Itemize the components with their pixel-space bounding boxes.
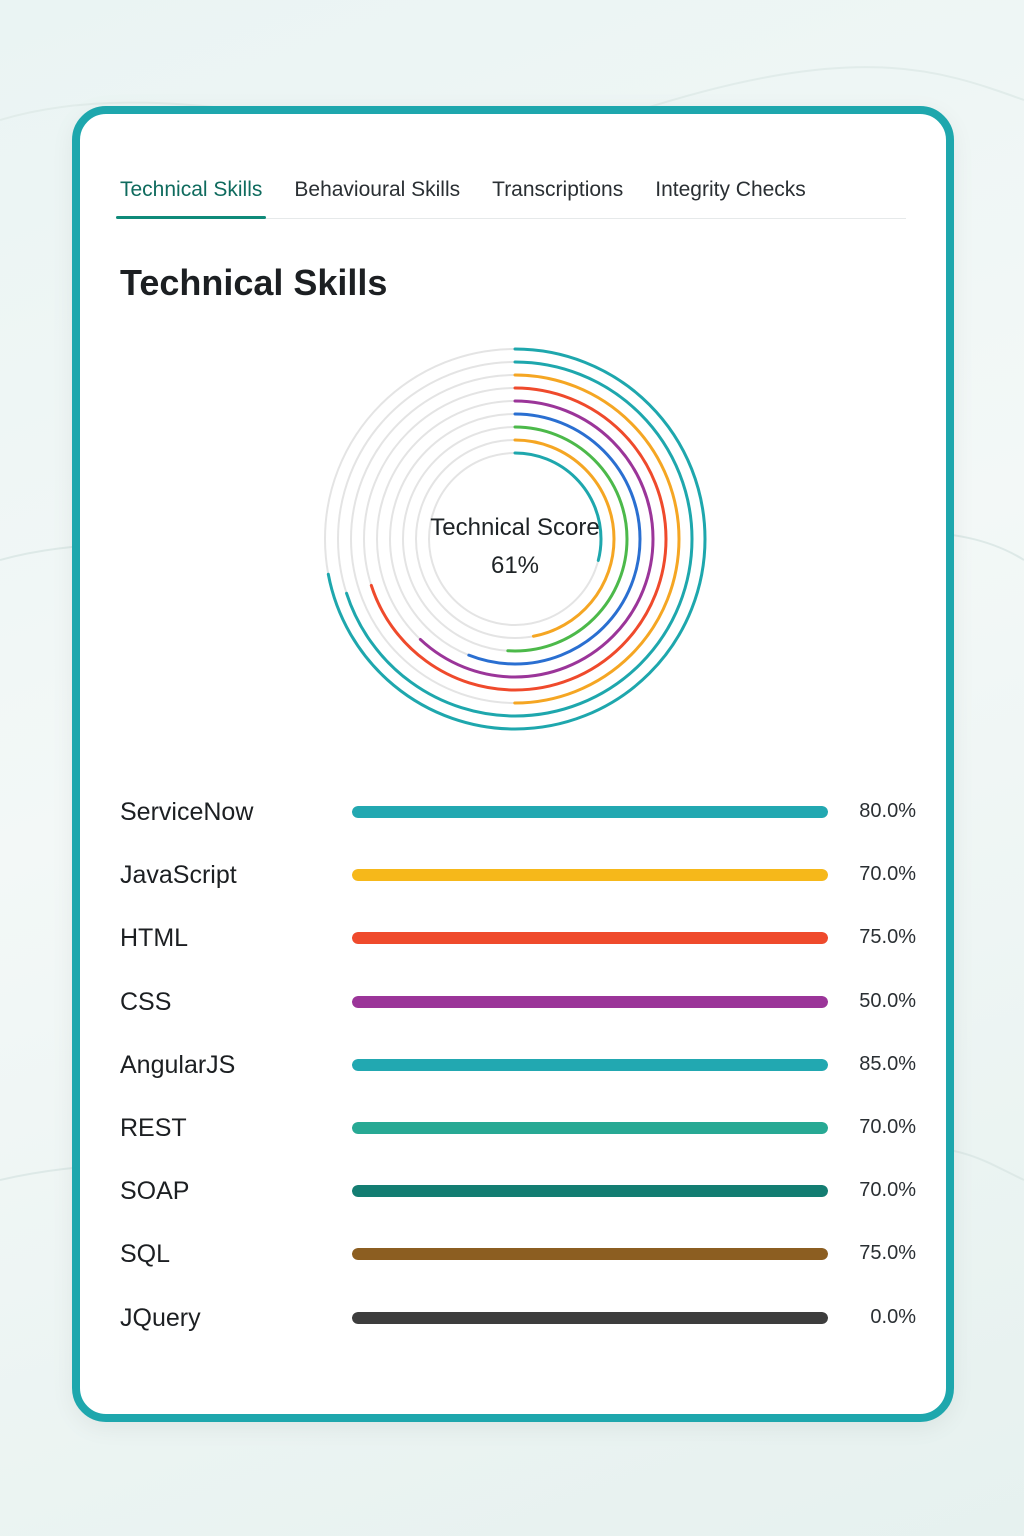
skill-percent: 70.0% — [859, 1115, 916, 1138]
skill-name: ServiceNow — [120, 798, 254, 826]
score-label: Technical Score — [430, 514, 600, 541]
ring-arc — [336, 360, 694, 718]
skill-progress-track — [352, 1248, 828, 1261]
skill-progress-track — [352, 1311, 828, 1324]
tab-integrity-checks[interactable]: Integrity Checks — [655, 178, 806, 201]
skill-percent: 75.0% — [859, 926, 916, 949]
skill-progress-track — [352, 806, 828, 818]
technical-skills-card: Technical Skills Behavioural Skills Tran… — [72, 106, 954, 1422]
skill-name: JavaScript — [120, 861, 237, 890]
ring-arc — [427, 451, 603, 627]
skill-progress-fill — [352, 1311, 828, 1324]
skill-progress-track — [352, 995, 828, 1008]
skill-progress-track — [352, 1058, 828, 1071]
tab-technical-skills[interactable]: Technical Skills — [115, 162, 267, 219]
skills-list: ServiceNow 80.0% JavaScript 70.0% HTML 75.0% C… — [120, 788, 920, 1357]
ring-arc — [401, 425, 629, 653]
skill-row: CSS 50.0% — [120, 978, 920, 1041]
ring-arc — [349, 373, 681, 705]
skill-progress-fill — [352, 932, 828, 945]
skill-percent: 85.0% — [859, 1052, 916, 1075]
skill-name: REST — [120, 1113, 187, 1142]
tab-bar: Technical Skills Behavioural Skills Tran… — [115, 162, 906, 219]
skill-progress-track — [352, 932, 828, 945]
skill-row: JQuery 0.0% — [120, 1294, 920, 1357]
skill-progress-fill — [352, 1121, 828, 1134]
skill-progress-track — [352, 1185, 828, 1198]
skill-row: HTML 75.0% — [120, 914, 920, 977]
skill-name: CSS — [120, 987, 172, 1016]
skill-progress-track — [352, 869, 828, 882]
skill-percent: 70.0% — [859, 1179, 916, 1202]
skill-progress-fill — [352, 806, 828, 818]
skill-progress-fill — [352, 1248, 828, 1261]
skill-row: SQL 75.0% — [120, 1230, 920, 1293]
skill-percent: 70.0% — [859, 863, 916, 886]
skill-progress-fill — [352, 1185, 828, 1198]
ring-arc — [414, 438, 616, 640]
skill-name: SQL — [120, 1240, 171, 1269]
tab-transcriptions[interactable]: Transcriptions — [492, 178, 624, 201]
section-title: Technical Skills — [120, 262, 388, 303]
tab-behavioural-skills[interactable]: Behavioural Skills — [294, 178, 461, 201]
skill-percent: 50.0% — [859, 989, 916, 1012]
skill-progress-track — [352, 1121, 828, 1134]
skill-progress-fill — [352, 1058, 828, 1071]
skill-row: REST 70.0% — [120, 1104, 920, 1167]
donut-rings — [323, 347, 707, 731]
skill-percent: 75.0% — [859, 1242, 916, 1265]
technical-score-donut: Technical Score 61% — [320, 344, 710, 734]
skill-name: SOAP — [120, 1177, 190, 1206]
skill-name: HTML — [120, 924, 189, 953]
skill-name: JQuery — [120, 1303, 201, 1332]
skill-progress-fill — [352, 995, 828, 1008]
skill-name: AngularJS — [120, 1050, 236, 1079]
skill-progress-fill — [352, 869, 828, 882]
ring-arc — [375, 399, 655, 679]
ring-arc — [388, 412, 642, 666]
ring-arc — [362, 386, 668, 692]
skill-percent: 0.0% — [870, 1305, 916, 1328]
skill-percent: 80.0% — [859, 800, 916, 822]
skill-row: JavaScript 70.0% — [120, 851, 920, 914]
ring-arc — [323, 347, 707, 731]
skill-row: ServiceNow 80.0% — [120, 788, 920, 851]
skill-row: AngularJS 85.0% — [120, 1041, 920, 1104]
skill-row: SOAP 70.0% — [120, 1167, 920, 1230]
score-value: 61% — [490, 552, 540, 579]
